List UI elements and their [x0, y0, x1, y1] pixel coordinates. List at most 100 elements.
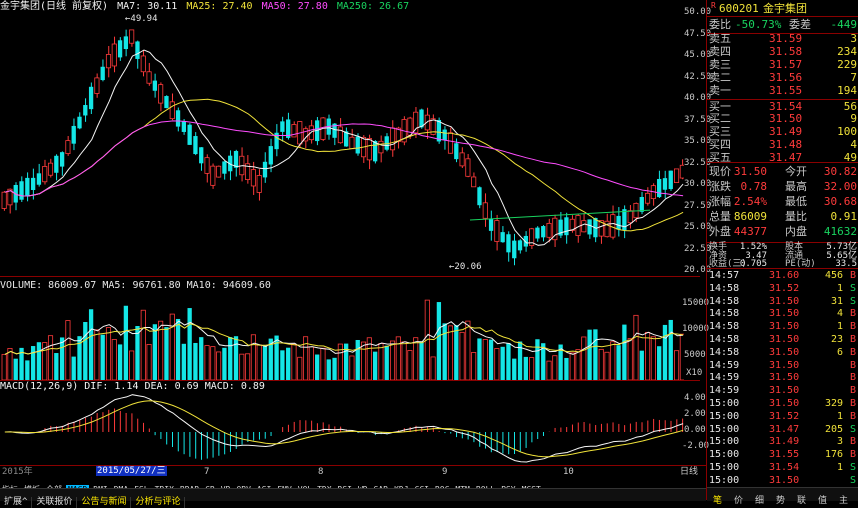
- bottom-tab-0[interactable]: 扩展^: [0, 497, 33, 508]
- volume-bar: [274, 335, 279, 380]
- tick-row: 14:58 31.52 1 S: [707, 283, 858, 295]
- macd-chart[interactable]: [0, 392, 684, 464]
- candle-body: [506, 234, 511, 253]
- tick-side: S: [849, 295, 856, 307]
- volume-bar: [465, 320, 471, 380]
- quote-stat2-value: 5.65亿: [826, 250, 857, 261]
- panel-icon-4[interactable]: 联: [796, 496, 806, 506]
- quote-stat-label: 涨跌: [709, 180, 731, 193]
- ma25-line: [4, 98, 684, 232]
- candle-body: [181, 121, 186, 132]
- tick-side: S: [849, 282, 856, 294]
- price-axis-tick: 50.00: [684, 7, 712, 17]
- low-price-arrow-icon: ←: [449, 262, 455, 272]
- volume-bar: [140, 309, 146, 380]
- panel-icon-2[interactable]: 细: [754, 496, 764, 506]
- candle-body: [627, 210, 633, 224]
- price-axis-tick: 45.00: [684, 50, 712, 60]
- bottom-tab-3[interactable]: 分析与评论: [131, 497, 186, 508]
- candle-body: [83, 105, 88, 116]
- quote-stat-value: 0.78: [740, 180, 768, 193]
- order-book-level-label: 卖三: [709, 58, 731, 71]
- candle-body: [552, 217, 558, 241]
- price-axis-tick: 30.00: [684, 179, 712, 189]
- chart-area[interactable]: 金宇集团(日线 前复权) MA7: 30.11 MA25: 27.40 MA50…: [0, 0, 711, 508]
- period-label[interactable]: 日线: [680, 467, 699, 477]
- ma7-line: [4, 49, 684, 246]
- order-book-volume: 4: [850, 138, 857, 151]
- tick-time: 15:00: [709, 474, 740, 486]
- candle-body: [94, 77, 100, 94]
- tick-side: S: [849, 474, 856, 486]
- candle-body: [541, 226, 546, 238]
- quote-stats-2: 换手 1.52% 股本 5.73亿 净资 3.47 流通 5.65亿 收益(三) 0.705 PE(…: [707, 242, 858, 269]
- candle-body: [442, 129, 447, 141]
- volume-bar: [297, 356, 303, 380]
- volume-bar: [65, 320, 71, 380]
- bottom-tab-2[interactable]: 公告与新闻: [77, 497, 132, 508]
- quote-stat2-label: 流通: [785, 250, 804, 261]
- candle-body: [581, 220, 587, 233]
- panel-icon-1[interactable]: 价: [733, 496, 743, 506]
- candle-body: [662, 178, 668, 190]
- volume-bar: [657, 346, 662, 380]
- order-book-price: 31.48: [769, 138, 803, 151]
- volume-chart[interactable]: [0, 292, 684, 380]
- quote-stat-label: 现价: [709, 165, 731, 178]
- quote-stat-row: 外盘 44377 内盘 41632: [707, 225, 858, 240]
- tick-side: S: [849, 462, 856, 473]
- volume-bar: [222, 347, 227, 380]
- volume-bar: [169, 313, 175, 380]
- quote-stat2-value: 0.705: [739, 259, 767, 269]
- tick-time: 14:58: [709, 308, 740, 320]
- tick-side: B: [849, 449, 856, 461]
- tick-price: 31.52: [769, 410, 800, 422]
- bottom-tab-1[interactable]: 关联报价: [32, 497, 78, 508]
- candle-body: [535, 227, 540, 239]
- tick-volume: 31: [830, 295, 843, 307]
- candle-body: [280, 121, 285, 132]
- volume-bar: [308, 346, 314, 380]
- quote-stat-value: 86009: [733, 210, 767, 223]
- tick-time: 14:57: [709, 270, 740, 281]
- volume-bar: [407, 350, 413, 380]
- tick-list[interactable]: 14:57 31.60 456 B 14:58 31.52 1 S 14:58 31.50 31 S 1…: [707, 268, 858, 487]
- tick-row: 15:00 31.47 205 S: [707, 424, 858, 436]
- panel-icon-6[interactable]: 主: [838, 496, 848, 506]
- volume-bar: [593, 329, 598, 380]
- volume-bar: [639, 350, 644, 380]
- volume-bar: [645, 331, 651, 380]
- volume-bar: [146, 344, 152, 380]
- panel-icon-5[interactable]: 值: [817, 496, 827, 506]
- volume-bar: [303, 336, 309, 380]
- candle-body: [482, 202, 488, 219]
- volume-bar: [320, 347, 326, 380]
- tick-side: B: [849, 436, 856, 448]
- volume-bar: [216, 351, 222, 380]
- quote-stat-value: 44377: [733, 225, 767, 238]
- quote-stat-row: 涨幅 2.54% 最低 30.68: [707, 195, 858, 210]
- volume-bar: [454, 325, 459, 380]
- candle-body: [54, 155, 59, 173]
- order-book-volume: 3: [850, 32, 857, 45]
- candle-body: [268, 146, 273, 165]
- volume-bar: [193, 342, 198, 380]
- order-book-row: 卖一 31.55 194: [707, 84, 858, 97]
- tick-time: 15:00: [709, 410, 740, 422]
- order-book-level-label: 卖五: [709, 32, 731, 45]
- order-book-row: 卖四 31.58 234: [707, 45, 858, 58]
- tick-price: 31.50: [769, 308, 800, 320]
- volume-bar: [430, 356, 436, 380]
- volume-bar: [610, 341, 616, 380]
- panel-icon-0[interactable]: 笔: [712, 496, 722, 506]
- order-book-volume: 49: [843, 151, 857, 164]
- candle-body: [175, 110, 181, 127]
- tick-row: 15:00 31.54 1 S: [707, 462, 858, 474]
- candle-body: [7, 188, 13, 206]
- candle-body: [622, 209, 627, 231]
- panel-icon-3[interactable]: 势: [775, 496, 785, 506]
- candle-body: [436, 119, 442, 142]
- price-chart[interactable]: [0, 12, 684, 274]
- volume-info: VOLUME: 86009.07 MA5: 96761.80 MA10: 946…: [0, 280, 271, 291]
- volume-bar: [7, 348, 13, 380]
